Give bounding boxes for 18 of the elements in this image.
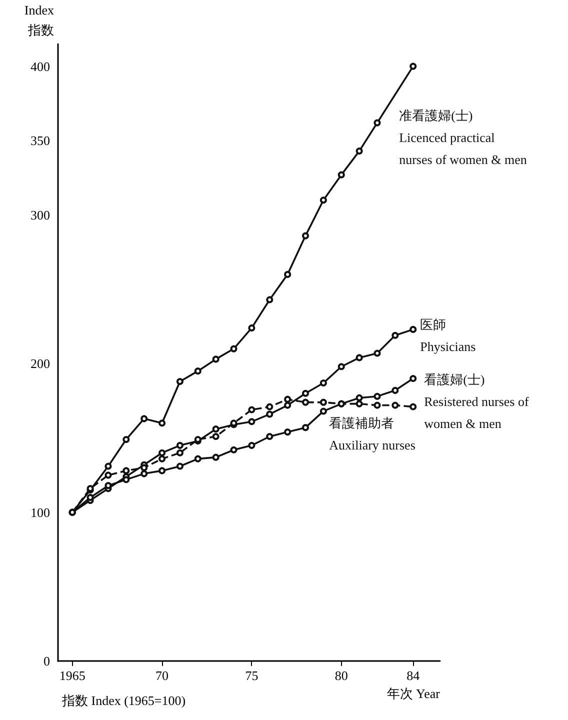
series-label: 看護婦(士) Resistered nurses of women & men <box>424 372 530 432</box>
x-tick-label: 84 <box>406 668 420 683</box>
x-tick-label: 1965 <box>59 668 86 683</box>
y-tick-label: 300 <box>30 207 50 222</box>
x-axis-title: 年次 Year <box>386 686 441 701</box>
series-label: 准看護婦(士) Licenced practical nurses of women & men <box>399 108 528 167</box>
text: 指数 Index (1965=100) <box>61 693 186 708</box>
x-tick-label: 75 <box>245 668 258 683</box>
series-label: 看護補助者 Auxiliary nurses <box>329 415 416 452</box>
y-axis-title: Index 指数 <box>24 2 54 38</box>
x-tick-label: 80 <box>334 668 348 683</box>
y-tick-label: 200 <box>30 356 50 372</box>
y-tick-label: 400 <box>30 58 50 74</box>
series-label: 医師 Physicians <box>420 316 476 354</box>
x-tick-label: 70 <box>156 668 169 683</box>
y-tick-label: 100 <box>30 504 50 520</box>
y-tick-label: 350 <box>30 133 50 148</box>
y-tick-label: 0 <box>44 654 50 668</box>
